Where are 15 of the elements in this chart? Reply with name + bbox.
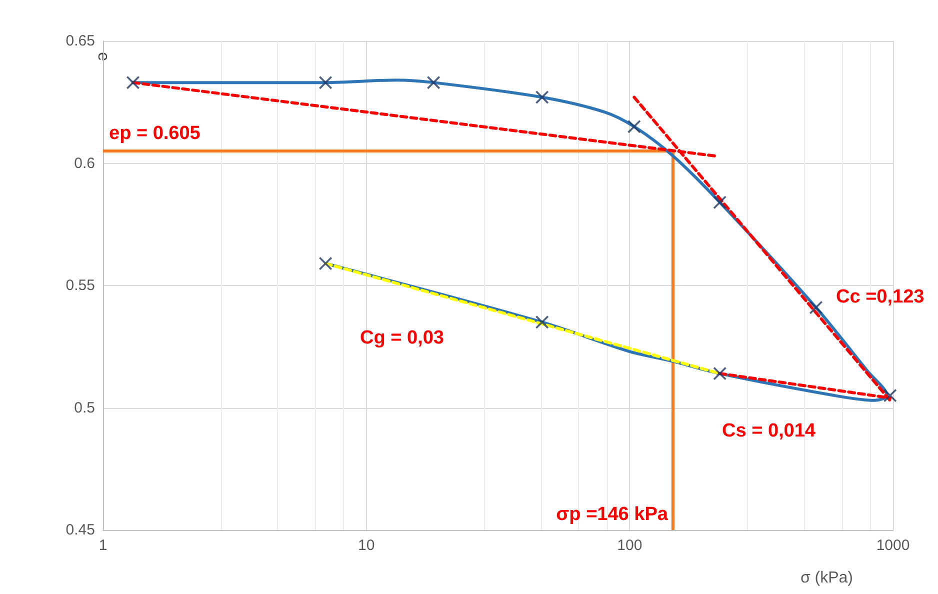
ref-line-label: σp =146 kPa	[556, 504, 668, 525]
x-axis-title: σ (kPa)	[800, 570, 853, 586]
y-tick-label: 0.65	[66, 32, 95, 50]
y-tick-label: 0.55	[66, 277, 95, 294]
annotation: Cs = 0,014	[722, 420, 816, 442]
x-tick-label: 100	[617, 537, 642, 554]
annotation: Cg = 0,03	[360, 328, 444, 348]
x-tick-label: 10	[358, 537, 375, 554]
y-tick-label: 0.6	[74, 154, 95, 172]
y-tick-label: 0.45	[66, 522, 95, 538]
ref-line-label: ep = 0.605	[109, 123, 201, 144]
x-tick-label: 1000	[876, 537, 910, 554]
annotation: Cc =0,123	[836, 286, 924, 308]
y-tick-label: 0.5	[74, 399, 95, 416]
x-tick-label: 1	[98, 537, 108, 554]
